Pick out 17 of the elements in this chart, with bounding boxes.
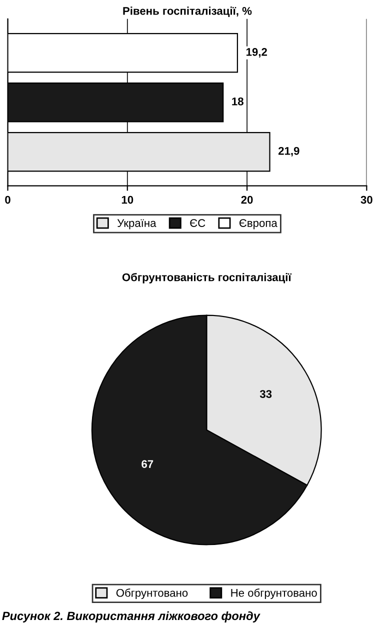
legend-label: Обгрунтовано [116,588,188,600]
data-label: 19,2 [246,48,267,58]
x-tick-label: 0 [5,196,10,204]
chart-title: Рівень госпіталізації, % [123,6,252,17]
data-label: 18 [232,97,244,106]
data-label: 21,9 [278,146,300,156]
legend-label: Європа [239,219,278,230]
chart-title: Обгрунтованість госпіталізації [122,272,292,284]
legend-label: Україна [117,219,156,230]
x-tick-label: 10 [122,196,134,204]
text: Рисунок 2. Використання ліжкового фонду [2,611,260,622]
legend-label: Не обгрунтовано [231,588,317,600]
x-tick-label: 30 [360,196,372,204]
legend-label: ЄС [190,219,206,227]
x-tick-label: 20 [241,196,253,204]
data-label: 33 [260,390,272,398]
data-label: 67 [142,460,154,468]
